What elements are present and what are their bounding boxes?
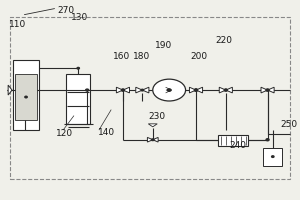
Polygon shape xyxy=(8,85,12,95)
Circle shape xyxy=(194,89,197,91)
Circle shape xyxy=(272,156,274,157)
Polygon shape xyxy=(219,87,226,93)
Text: 120: 120 xyxy=(56,129,74,138)
Circle shape xyxy=(141,89,143,91)
Bar xyxy=(263,148,283,166)
Polygon shape xyxy=(136,87,142,93)
Circle shape xyxy=(122,89,124,91)
Polygon shape xyxy=(147,137,153,142)
Polygon shape xyxy=(116,87,123,93)
Circle shape xyxy=(167,89,171,91)
Text: 190: 190 xyxy=(154,41,172,50)
Bar xyxy=(15,74,37,120)
Circle shape xyxy=(266,89,269,91)
Circle shape xyxy=(86,89,89,91)
Circle shape xyxy=(77,67,80,69)
Circle shape xyxy=(152,139,154,141)
Polygon shape xyxy=(123,87,130,93)
Text: 130: 130 xyxy=(71,13,88,22)
Polygon shape xyxy=(226,87,232,93)
Circle shape xyxy=(266,89,269,91)
Circle shape xyxy=(195,89,197,91)
Circle shape xyxy=(224,89,227,91)
Circle shape xyxy=(153,79,186,101)
Bar xyxy=(218,135,248,146)
Circle shape xyxy=(225,89,227,91)
Circle shape xyxy=(266,139,269,141)
Polygon shape xyxy=(189,87,196,93)
Bar xyxy=(13,60,40,130)
Text: 230: 230 xyxy=(149,112,166,121)
Polygon shape xyxy=(268,87,274,93)
Circle shape xyxy=(122,89,124,91)
Text: 180: 180 xyxy=(133,52,150,61)
Text: 240: 240 xyxy=(229,141,246,150)
Text: 220: 220 xyxy=(215,36,232,45)
Text: 140: 140 xyxy=(98,128,115,137)
Polygon shape xyxy=(142,87,149,93)
Polygon shape xyxy=(153,137,158,142)
Bar xyxy=(10,17,290,179)
Circle shape xyxy=(25,96,27,98)
Text: 270: 270 xyxy=(58,6,75,15)
Text: 200: 200 xyxy=(190,52,208,61)
Text: 110: 110 xyxy=(8,20,26,29)
Text: 250: 250 xyxy=(280,120,297,129)
Polygon shape xyxy=(261,87,268,93)
Text: 160: 160 xyxy=(113,52,130,61)
Polygon shape xyxy=(148,124,157,127)
Bar xyxy=(66,74,90,124)
Circle shape xyxy=(194,89,197,91)
Polygon shape xyxy=(196,87,202,93)
